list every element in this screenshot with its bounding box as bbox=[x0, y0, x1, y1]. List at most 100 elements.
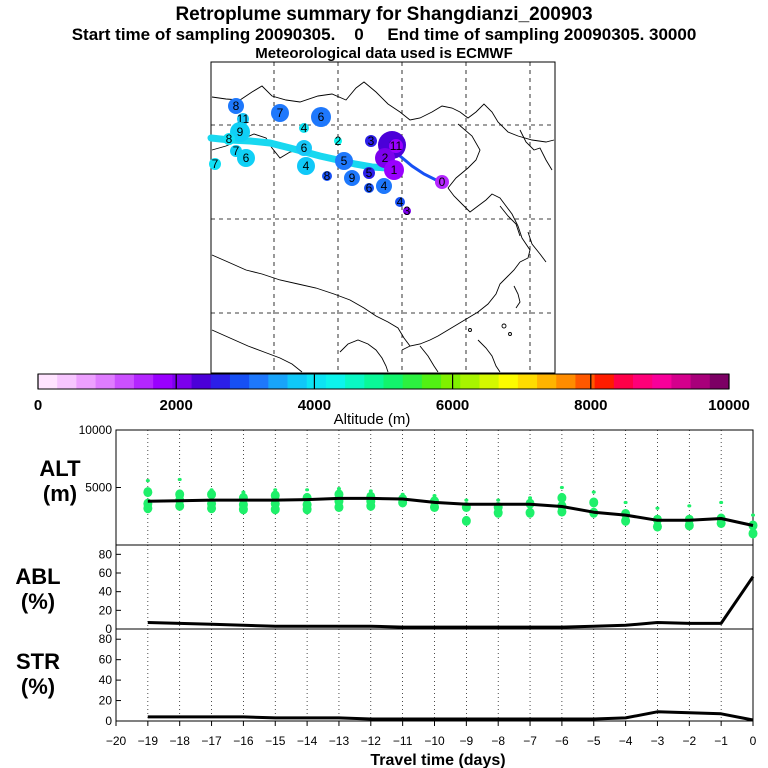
plume-cluster-dot bbox=[559, 485, 564, 490]
colorbar-swatch bbox=[652, 374, 672, 389]
x-tick-label: −5 bbox=[587, 734, 601, 748]
plume-cluster-dot bbox=[241, 490, 246, 494]
plume-marker bbox=[271, 104, 289, 122]
colorbar: 0 2000 4000 6000 8000 10000 bbox=[34, 373, 750, 414]
x-tick-label: −11 bbox=[393, 734, 413, 748]
plume-cluster-dot bbox=[175, 500, 185, 511]
y-tick-label: 60 bbox=[99, 566, 113, 580]
colorbar-swatch bbox=[441, 374, 461, 389]
colorbar-swatch bbox=[383, 374, 404, 389]
plume-marker-label: 8 bbox=[324, 169, 331, 183]
plume-marker-label: 6 bbox=[366, 181, 373, 195]
x-tick-label: −19 bbox=[138, 734, 159, 748]
x-axis: −20 −19 −18 −17 −16 −15 −14 −13 −12 −11 −10 −9 −8 −7−… bbox=[106, 721, 757, 748]
plume-cluster-dot bbox=[143, 503, 153, 514]
x-tick-label: −8 bbox=[491, 734, 505, 748]
colorbar-swatch bbox=[114, 374, 135, 389]
x-tick-label: −9 bbox=[460, 734, 474, 748]
colorbar-swatch bbox=[287, 374, 308, 389]
map-frame bbox=[210, 61, 556, 374]
colorbar-tick-label: 10000 bbox=[708, 397, 750, 414]
colorbar-swatch bbox=[210, 374, 231, 389]
colorbar-swatch bbox=[229, 374, 250, 389]
abl-panel-title: ABL bbox=[15, 564, 60, 589]
plume-marker bbox=[384, 160, 404, 180]
plume-marker-label: 11 bbox=[390, 139, 403, 153]
plume-marker-label: 4 bbox=[397, 195, 404, 209]
colorbar-swatch bbox=[364, 374, 384, 389]
plume-marker-label: 4 bbox=[301, 121, 308, 135]
colorbar-tick-label: 0 bbox=[34, 397, 42, 414]
y-tick-label: 5000 bbox=[85, 481, 112, 495]
colorbar-swatch bbox=[191, 374, 212, 389]
plume-marker bbox=[395, 197, 405, 207]
plume-marker bbox=[228, 98, 244, 114]
x-tick-label: −17 bbox=[201, 734, 222, 748]
colorbar-swatch bbox=[575, 374, 596, 389]
plume-marker-label: 3 bbox=[368, 134, 375, 148]
x-tick-label: −14 bbox=[297, 734, 318, 748]
plume-cluster-dot bbox=[302, 504, 312, 515]
str-panel: 0 20 40 60 80 bbox=[99, 628, 754, 728]
plume-cluster-dot bbox=[270, 504, 280, 515]
y-tick-label: 0 bbox=[105, 714, 112, 728]
plume-cluster-dot bbox=[652, 521, 662, 532]
plume-cluster-dot bbox=[589, 497, 599, 508]
plume-marker-label: 7 bbox=[212, 157, 219, 171]
met-data-label: Meteorological data used is ECMWF bbox=[255, 45, 513, 62]
plume-cluster-dot bbox=[655, 506, 660, 510]
plume-marker-label: 6 bbox=[318, 110, 325, 124]
plume-marker-label: 4 bbox=[381, 179, 388, 193]
colorbar-swatch bbox=[172, 374, 192, 389]
colorbar-swatch bbox=[345, 374, 365, 389]
plume-marker bbox=[389, 139, 403, 153]
colorbar-swatch bbox=[421, 374, 442, 389]
plume-marker bbox=[335, 152, 353, 170]
plume-cluster-dot bbox=[496, 498, 501, 502]
colorbar-swatch bbox=[402, 374, 423, 389]
chart-title: Retroplume summary for Shangdianzi_20090… bbox=[175, 4, 593, 25]
colorbar-swatch bbox=[38, 374, 58, 389]
plume-marker-label: 4 bbox=[303, 159, 310, 173]
plume-marker-label: 7 bbox=[233, 144, 240, 158]
plume-cluster-dot bbox=[623, 500, 628, 505]
plume-cluster-dot bbox=[334, 502, 344, 513]
colorbar-swatch bbox=[671, 374, 692, 389]
colorbar-swatch bbox=[460, 374, 480, 389]
x-tick-label: 0 bbox=[750, 734, 757, 748]
plume-cluster-dot bbox=[493, 507, 503, 518]
plume-marker bbox=[364, 183, 374, 193]
plume-marker-label: 8 bbox=[226, 132, 233, 146]
plume-marker-label: 8 bbox=[233, 99, 240, 113]
plume-marker bbox=[299, 123, 309, 133]
plume-marker-label: 6 bbox=[243, 151, 250, 165]
colorbar-tick-label: 6000 bbox=[436, 397, 469, 414]
plume-marker-label: 9 bbox=[349, 171, 356, 185]
x-tick-label: −3 bbox=[651, 734, 665, 748]
plume-marker-label: 5 bbox=[366, 166, 373, 180]
plume-cluster-dot bbox=[207, 503, 217, 514]
colorbar-swatch bbox=[249, 374, 269, 389]
x-tick-label: −6 bbox=[555, 734, 569, 748]
plume-marker bbox=[376, 178, 392, 194]
plume-marker-label: 3 bbox=[404, 204, 411, 218]
plume-cluster-dot bbox=[716, 518, 726, 529]
plume-cluster-dot bbox=[273, 488, 278, 492]
plume-marker bbox=[296, 140, 312, 156]
plume-cluster-dot bbox=[719, 500, 724, 505]
plume-marker bbox=[435, 175, 449, 189]
x-tick-label: −16 bbox=[233, 734, 254, 748]
plume-cluster-dot bbox=[557, 506, 567, 517]
plume-cluster-dot bbox=[751, 513, 755, 517]
y-tick-label: 20 bbox=[99, 694, 113, 708]
y-tick-label: 80 bbox=[99, 547, 113, 561]
y-tick-label: 0 bbox=[105, 622, 112, 636]
plume-marker bbox=[237, 149, 255, 167]
colorbar-swatch bbox=[95, 374, 116, 389]
plume-marker bbox=[311, 107, 331, 127]
str-panel-frame bbox=[115, 628, 754, 722]
x-tick-label: −2 bbox=[682, 734, 696, 748]
abl-series-line bbox=[147, 575, 755, 629]
plume-marker-label: 2 bbox=[382, 151, 389, 165]
